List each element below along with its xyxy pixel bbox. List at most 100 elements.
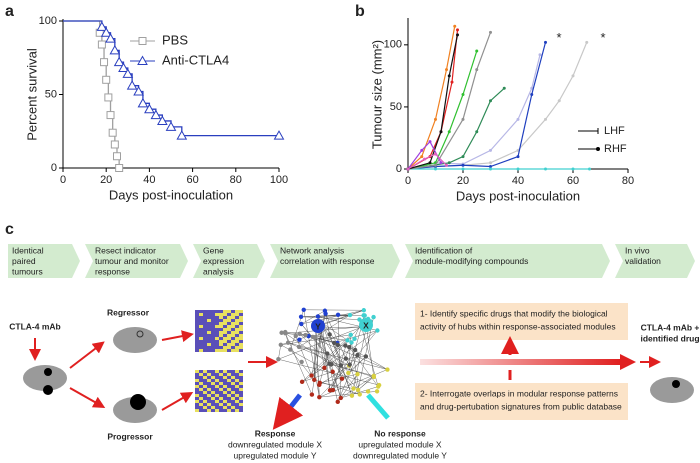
network-node bbox=[362, 313, 367, 318]
heatmap-cell bbox=[219, 337, 223, 340]
heatmap-cell bbox=[235, 373, 239, 376]
heatmap-cell bbox=[227, 346, 231, 349]
data-point bbox=[108, 128, 117, 137]
network-node bbox=[365, 389, 371, 394]
heatmap-cell bbox=[235, 379, 239, 382]
heatmap-cell bbox=[215, 394, 219, 397]
series-line bbox=[407, 87, 505, 170]
heatmap-cell bbox=[207, 337, 211, 340]
x-tick-label: 80 bbox=[230, 174, 242, 186]
heatmap-cell bbox=[235, 388, 239, 391]
heatmap-cell bbox=[203, 373, 207, 376]
heatmap-cell bbox=[231, 394, 235, 397]
network-node bbox=[310, 334, 315, 340]
network-edge bbox=[299, 333, 330, 364]
heatmap-cell bbox=[199, 316, 203, 319]
heatmap-cell bbox=[199, 397, 203, 400]
label: downregulated module X bbox=[228, 439, 322, 449]
heatmap-cell bbox=[219, 406, 223, 409]
heatmap-cell bbox=[207, 319, 211, 322]
heatmap-cell bbox=[219, 310, 223, 313]
data-point bbox=[434, 167, 437, 171]
network-node bbox=[355, 387, 361, 393]
heatmap-cell bbox=[223, 379, 227, 382]
heatmap-cell bbox=[239, 337, 243, 340]
heatmap-cell bbox=[203, 316, 207, 319]
x-tick-label: 40 bbox=[512, 175, 524, 187]
step-text: Gene bbox=[203, 245, 224, 255]
data-point bbox=[456, 28, 459, 32]
heatmap-cell bbox=[231, 379, 235, 382]
heatmap-cell bbox=[227, 385, 231, 388]
heatmap-cell bbox=[219, 328, 223, 331]
network-edge bbox=[345, 356, 366, 359]
heatmap-cell bbox=[239, 343, 243, 346]
heatmap-cell bbox=[215, 385, 219, 388]
heatmap-cell bbox=[207, 394, 211, 397]
heatmap-cell bbox=[203, 325, 207, 328]
network-edge bbox=[337, 314, 341, 398]
network-node bbox=[297, 337, 302, 342]
heatmap-cell bbox=[215, 382, 219, 385]
heatmap-cell bbox=[235, 337, 239, 340]
x-tick-label: 40 bbox=[143, 174, 155, 186]
heatmap-cell bbox=[227, 328, 231, 331]
network-edge bbox=[295, 335, 312, 376]
heatmap-cell bbox=[207, 406, 211, 409]
network-node bbox=[293, 333, 298, 339]
heatmap-cell bbox=[219, 388, 223, 391]
heatmap-cell bbox=[223, 313, 227, 316]
heatmap-cell bbox=[239, 379, 243, 382]
network-edge bbox=[320, 310, 364, 326]
network-edge bbox=[331, 364, 341, 399]
data-point bbox=[538, 53, 542, 57]
heatmap-cell bbox=[227, 313, 231, 316]
heatmap-cell bbox=[219, 400, 223, 403]
heatmap-cell bbox=[207, 346, 211, 349]
heatmap-cell bbox=[199, 340, 203, 343]
y-tick-label: 50 bbox=[390, 101, 402, 113]
heatmap-cell bbox=[203, 334, 207, 337]
network-edge bbox=[357, 376, 374, 391]
heatmap-cell bbox=[231, 331, 235, 334]
heatmap-cell bbox=[239, 313, 243, 316]
heatmap-cell bbox=[203, 322, 207, 325]
label: No response bbox=[374, 428, 426, 438]
network-node bbox=[363, 354, 369, 359]
heatmap-cell bbox=[231, 382, 235, 385]
x-tick-label: 60 bbox=[567, 175, 579, 187]
heatmap-cell bbox=[231, 313, 235, 316]
data-point bbox=[133, 86, 144, 96]
heatmap-cell bbox=[231, 325, 235, 328]
heatmap-cell bbox=[219, 409, 223, 412]
legend-label: LHF bbox=[604, 125, 625, 137]
data-point bbox=[557, 99, 561, 103]
network-edge bbox=[329, 349, 356, 391]
heatmap-cell bbox=[223, 316, 227, 319]
heatmap-cell bbox=[223, 397, 227, 400]
network-node bbox=[315, 314, 321, 319]
heatmap-cell bbox=[223, 340, 227, 343]
heatmap-cell bbox=[235, 340, 239, 343]
label: downregulated module Y bbox=[353, 450, 447, 460]
network-edge bbox=[319, 373, 358, 384]
network-node bbox=[330, 387, 336, 393]
heatmap-cell bbox=[231, 319, 235, 322]
heatmap-cell bbox=[227, 337, 231, 340]
heatmap-cell bbox=[235, 334, 239, 337]
network-edge bbox=[278, 326, 363, 360]
step-chevron bbox=[405, 244, 610, 278]
network-node bbox=[296, 344, 302, 350]
heatmap-cell bbox=[231, 385, 235, 388]
network-edge bbox=[337, 354, 358, 402]
heatmap-cell bbox=[199, 391, 203, 394]
network-edge bbox=[301, 323, 359, 391]
data-point bbox=[109, 44, 121, 55]
data-point bbox=[489, 148, 492, 152]
heatmap-cell bbox=[207, 334, 211, 337]
heatmap-cell bbox=[227, 379, 231, 382]
network-edge bbox=[278, 344, 282, 360]
network-edge bbox=[302, 371, 333, 383]
network-node bbox=[278, 342, 284, 348]
heatmap-cell bbox=[219, 349, 223, 352]
